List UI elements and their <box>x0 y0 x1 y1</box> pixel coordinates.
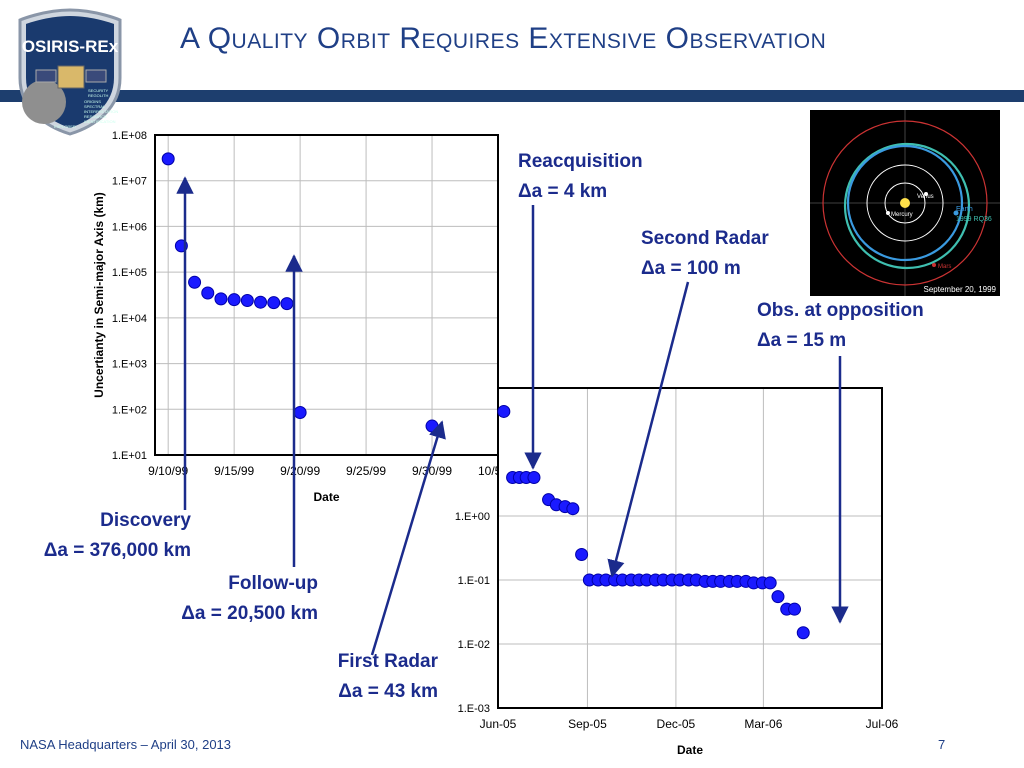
footer-text: NASA Headquarters – April 30, 2013 <box>20 737 232 752</box>
x-tick-label: Jul-06 <box>866 717 899 731</box>
data-point <box>188 275 202 289</box>
x-tick-label: 9/25/99 <box>346 464 386 478</box>
title-bar <box>0 90 1024 102</box>
logo-subtext-5: IDENTIFICATION <box>84 119 116 124</box>
logo-moon <box>22 80 66 124</box>
logo-subtext-4: RESOURCE <box>84 114 107 119</box>
x-tick-label: 9/15/99 <box>214 464 254 478</box>
data-point <box>763 576 777 590</box>
x-tick-label: Sep-05 <box>568 717 607 731</box>
x-tick-label: 9/10/99 <box>148 464 188 478</box>
data-point <box>214 292 228 306</box>
data-point <box>161 152 175 166</box>
x-tick-label: Mar-06 <box>744 717 782 731</box>
data-point <box>201 286 215 300</box>
y-tick-label: 1.E+06 <box>112 221 147 233</box>
logo-subtext-2: SPECTRAL <box>84 104 106 109</box>
x-tick-label: Jun-05 <box>480 717 517 731</box>
y-tick-label: 1.E+02 <box>112 404 147 416</box>
sun <box>900 198 910 208</box>
y-tick-label: 1.E+04 <box>112 313 147 325</box>
y-tick-label: 1.E-01 <box>458 575 490 587</box>
annotation-first-radar-value: Δa = 43 km <box>338 681 438 702</box>
data-point <box>527 470 541 484</box>
data-point <box>254 295 268 309</box>
x-tick-label: 9/20/99 <box>280 464 320 478</box>
earth-orbit <box>846 144 964 262</box>
data-point <box>575 548 589 562</box>
data-point <box>267 296 281 310</box>
y-tick-label: 1.E+05 <box>112 267 147 279</box>
slide-title: A Quality Orbit Requires Extensive Obser… <box>180 22 827 55</box>
data-point <box>566 502 580 516</box>
x-axis-title: Date <box>313 490 339 504</box>
asteroid-label: 1999 RQ36 <box>956 216 992 223</box>
chart-2005: 1.E-03 1.E-02 1.E-01 1.E+00 Jun-05 Sep-05 Dec-… <box>455 387 899 757</box>
annotation-reacquisition: Reacquisition Δa = 4 km <box>518 147 643 207</box>
y-axis-title: Uncertianty in Semi-major Axis (km) <box>92 192 106 398</box>
chart-1999: 1.E+01 1.E+02 1.E+03 1.E+04 1.E+05 1.E+06 1.E+… <box>92 130 518 504</box>
orbit-image: Venus Mercury Earth 1999 RQ36 Mars Septe… <box>810 110 1000 296</box>
plot-frame <box>154 134 499 456</box>
logo-text: OSIRIS-REx <box>22 37 119 56</box>
x-axis-title: Date <box>677 743 703 757</box>
logo-subtext-1: ORIGINS <box>84 99 101 104</box>
data-point <box>174 239 188 253</box>
y-tick-label: 1.E+08 <box>112 130 147 142</box>
data-point <box>280 297 294 311</box>
logo-subtext-3: INTERPRETATION <box>84 109 118 114</box>
logo-subtext-8: EXPLORER <box>54 124 76 129</box>
y-tick-label: 1.E-03 <box>458 703 490 715</box>
annotation-discovery-label: Discovery <box>100 510 191 531</box>
annotation-discovery-value: Δa = 376,000 km <box>43 540 191 561</box>
asteroid-orbit <box>843 142 971 270</box>
y-tick-label: 1.E+00 <box>455 511 490 523</box>
data-point <box>293 406 307 420</box>
venus-orbit <box>866 164 944 242</box>
data-point <box>497 404 511 418</box>
y-tick-label: 1.E-02 <box>458 639 490 651</box>
mercury-orbit <box>884 182 926 224</box>
plot-area <box>498 388 882 708</box>
annotation-discovery: Discovery Δa = 376,000 km <box>10 506 191 566</box>
annotation-reacquisition-label: Reacquisition <box>518 151 643 172</box>
annotation-followup: Follow-up Δa = 20,500 km <box>140 569 318 629</box>
data-point <box>788 602 802 616</box>
annotation-second-radar-value: Δa = 100 m <box>641 258 741 279</box>
annotation-opposition: Obs. at opposition Δa = 15 m <box>757 296 924 356</box>
y-tick-label: 1.E+03 <box>112 359 147 371</box>
annotation-opposition-label: Obs. at opposition <box>757 300 924 321</box>
annotation-first-radar-label: First Radar <box>337 651 438 672</box>
mars-orbit <box>822 120 988 286</box>
annotation-followup-label: Follow-up <box>228 573 318 594</box>
y-tick-label: 1.E+01 <box>112 450 147 462</box>
x-tick-label: Dec-05 <box>657 717 696 731</box>
annotation-reacquisition-value: Δa = 4 km <box>518 181 608 202</box>
annotation-first-radar: First Radar Δa = 43 km <box>300 647 438 707</box>
mars-label: Mars <box>938 264 951 270</box>
y-tick-label: 1.E+07 <box>112 176 147 188</box>
earth-label: Earth <box>956 206 973 213</box>
data-point <box>771 590 785 604</box>
data-point <box>796 626 810 640</box>
mercury-label: Mercury <box>891 212 913 218</box>
annotation-second-radar: Second Radar Δa = 100 m <box>641 224 769 284</box>
data-point <box>240 293 254 307</box>
page-number: 7 <box>938 737 946 752</box>
annotation-second-radar-label: Second Radar <box>641 228 769 249</box>
orbit-date: September 20, 1999 <box>924 285 997 294</box>
data-point <box>227 293 241 307</box>
logo-spacecraft <box>57 65 85 89</box>
osiris-rex-logo: OSIRIS-REx ORIGINS SPECTRAL INTERPRETATI… <box>18 8 122 136</box>
venus-label: Venus <box>917 194 934 200</box>
annotation-followup-value: Δa = 20,500 km <box>181 603 318 624</box>
plot-frame <box>497 387 883 709</box>
logo-subtext-6: SECURITY <box>88 88 109 93</box>
logo-subtext-7: REGOLITH <box>88 93 109 98</box>
annotation-opposition-value: Δa = 15 m <box>757 330 847 351</box>
